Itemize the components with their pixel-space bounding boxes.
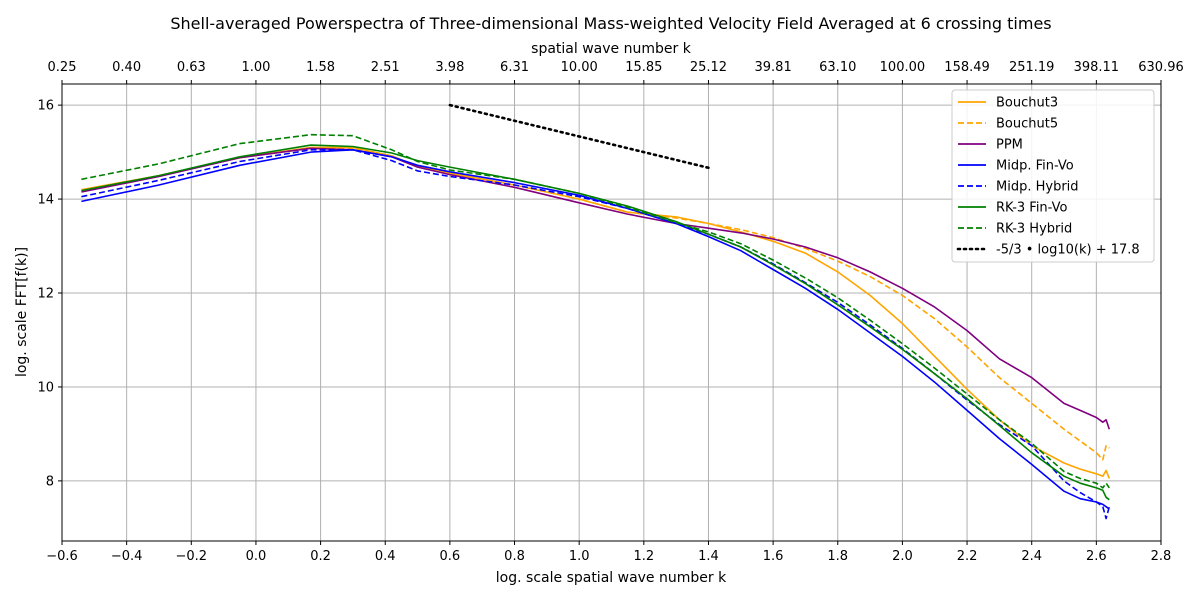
x-tick-label: 1.6 — [763, 549, 784, 564]
top-x-tick-label: 2.51 — [371, 60, 400, 75]
x-tick-label: 2.8 — [1151, 549, 1172, 564]
top-x-tick-label: 15.85 — [625, 60, 662, 75]
legend-label-midp-fin-vo: Midp. Fin-Vo — [996, 159, 1074, 174]
top-x-tick-label: 158.49 — [944, 60, 990, 75]
x-tick-label: 0.4 — [375, 549, 396, 564]
x-tick-label: 0.2 — [310, 549, 331, 564]
series-line-rk-3-hybrid — [81, 133, 1110, 489]
legend-label-5-3-log10-k-17-8: -5/3 • log10(k) + 17.8 — [996, 243, 1140, 258]
x-tick-label: 2.2 — [957, 549, 978, 564]
top-x-tick-label: 0.63 — [177, 60, 206, 75]
x-tick-label: −0.6 — [46, 549, 78, 564]
top-x-tick-label: 10.00 — [561, 60, 598, 75]
legend-label-bouchut5: Bouchut5 — [996, 117, 1058, 132]
x-tick-label: 0.6 — [440, 549, 461, 564]
series-lines — [81, 103, 1111, 520]
x-axis-label: log. scale spatial wave number k — [496, 570, 727, 586]
top-x-tick-label: 1.58 — [306, 60, 335, 75]
top-x-tick-label: 3.98 — [435, 60, 464, 75]
top-x-axis-label: spatial wave number k — [531, 41, 692, 57]
y-tick-label: 16 — [37, 99, 54, 114]
top-x-tick-label: 100.00 — [880, 60, 926, 75]
x-tick-label: 2.0 — [892, 549, 913, 564]
top-x-tick-label: 1.00 — [241, 60, 270, 75]
legend-label-midp-hybrid: Midp. Hybrid — [996, 180, 1079, 195]
y-tick-label: 8 — [46, 474, 54, 489]
top-x-tick-label: 0.25 — [48, 60, 77, 75]
legend-label-ppm: PPM — [996, 138, 1023, 153]
grid-lines — [61, 84, 1162, 541]
top-x-tick-label: 25.12 — [690, 60, 727, 75]
series-line-bouchut5 — [81, 147, 1110, 461]
top-x-tick-label: 398.11 — [1074, 60, 1120, 75]
top-x-axis-ticks: 0.25 0.40 0.63 1.00 1.58 2.51 3.98 6.31 10.00 15.… — [48, 60, 1184, 84]
y-tick-label: 10 — [37, 380, 54, 395]
y-tick-label: 14 — [37, 193, 54, 208]
x-tick-label: 1.4 — [698, 549, 719, 564]
x-tick-label: 0.0 — [246, 549, 267, 564]
x-tick-label: 2.4 — [1021, 549, 1042, 564]
plot-frame — [61, 83, 1162, 542]
x-tick-label: −0.2 — [176, 549, 208, 564]
top-x-tick-label: 0.40 — [112, 60, 141, 75]
x-tick-label: 1.0 — [569, 549, 590, 564]
series-line-rk-3-fin-vo — [81, 144, 1110, 501]
chart-title: Shell-averaged Powerspectra of Three-dim… — [170, 14, 1051, 33]
legend-label-bouchut3: Bouchut3 — [996, 96, 1058, 111]
y-axis-label: log. scale FFT[f(k)] — [14, 247, 30, 377]
top-x-tick-label: 251.19 — [1009, 60, 1055, 75]
x-tick-label: 2.6 — [1086, 549, 1107, 564]
y-tick-label: 12 — [37, 287, 54, 302]
legend-label-rk-3-fin-vo: RK-3 Fin-Vo — [996, 201, 1067, 216]
x-tick-label: 0.8 — [504, 549, 525, 564]
legend-label-rk-3-hybrid: RK-3 Hybrid — [996, 222, 1072, 237]
top-x-tick-label: 6.31 — [500, 60, 529, 75]
x-tick-label: 1.8 — [827, 549, 848, 564]
top-x-tick-label: 39.81 — [755, 60, 792, 75]
x-tick-label: 1.2 — [633, 549, 654, 564]
legend-box — [951, 89, 1155, 263]
x-tick-label: −0.4 — [111, 549, 143, 564]
top-x-tick-label: 63.10 — [819, 60, 856, 75]
top-x-tick-label: 630.96 — [1138, 60, 1184, 75]
y-axis-ticks: 8 10 12 14 16 — [37, 99, 62, 489]
legend: Bouchut3 Bouchut5 PPM Midp. Fin-Vo Midp. Hyb… — [951, 89, 1155, 263]
series-line-midp-fin-vo — [81, 149, 1110, 510]
x-axis-ticks: −0.6 −0.4 −0.2 0.0 0.2 0.4 0.6 0.8 1.0 1.2 1.4 1.6 1… — [46, 541, 1171, 564]
series-line-5-3-log10-k-17-8 — [448, 103, 710, 170]
